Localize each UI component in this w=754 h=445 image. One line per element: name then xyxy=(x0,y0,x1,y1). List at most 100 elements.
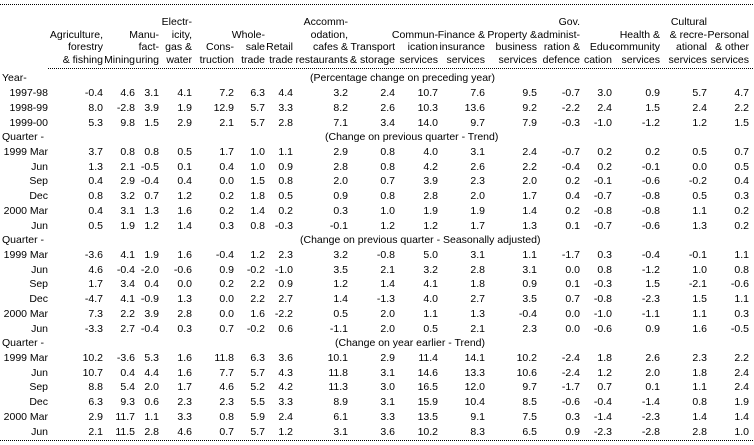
cell-construction: 0.0 xyxy=(219,293,234,306)
cell-accommodation-cafes-restaurants: 1.2 xyxy=(333,278,348,291)
cell-health-community-services: 1.5 xyxy=(645,101,660,114)
cell-construction: 0.8 xyxy=(219,410,234,423)
col-header-line: Gov. xyxy=(558,15,580,28)
cell-construction: 0.9 xyxy=(219,263,234,276)
cell-finance-insurance-services: 3.1 xyxy=(470,248,485,261)
cell-accommodation-cafes-restaurants: -0.1 xyxy=(329,219,348,232)
cell-health-community-services: -1.1 xyxy=(641,307,660,320)
col-header-line: Retail xyxy=(266,41,293,54)
col-header-line: administ- xyxy=(537,28,580,41)
col-header-line: services xyxy=(621,54,660,67)
cell-property-business-services: 1.1 xyxy=(522,248,537,261)
cell-personal-other-services: 1.0 xyxy=(734,425,749,438)
table-row: 1999 Mar 10.2 -3.6 5.3 1.6 11.8 6.3 3.6 10.1 2.9 1… xyxy=(0,351,754,366)
cell-communication-services: 4.2 xyxy=(423,160,438,173)
cell-transport-storage: 3.3 xyxy=(380,410,395,423)
cell-accommodation-cafes-restaurants: 10.1 xyxy=(327,352,348,365)
cell-property-business-services: 2.0 xyxy=(522,175,537,188)
row-label: Dec xyxy=(29,293,48,306)
cell-property-business-services: 3.5 xyxy=(522,293,537,306)
cell-personal-other-services: 2.4 xyxy=(734,381,749,394)
section-note: (Percentage change on preceding year) xyxy=(310,72,496,84)
cell-retail-trade: 2.8 xyxy=(278,116,293,129)
cell-finance-insurance-services: 1.7 xyxy=(470,219,485,232)
cell-transport-storage: 2.1 xyxy=(380,263,395,276)
cell-gov-administration-defence: 0.3 xyxy=(565,410,580,423)
cell-construction: 2.1 xyxy=(219,116,234,129)
cell-health-community-services: 0.9 xyxy=(645,87,660,100)
cell-retail-trade: 0.5 xyxy=(278,190,293,203)
cell-wholesale-trade: 1.2 xyxy=(250,248,265,261)
cell-transport-storage: 3.6 xyxy=(380,425,395,438)
cell-retail-trade: 2.3 xyxy=(278,248,293,261)
cell-transport-storage: 1.2 xyxy=(380,219,395,232)
section-note: (Change on year earlier - Trend) xyxy=(335,336,485,349)
col-header-line: Edu- xyxy=(589,41,612,54)
column-header-row: Agriculture, forestry & fishing Mining Manu-… xyxy=(0,9,749,67)
cell-electricity-gas-water: 3.3 xyxy=(177,410,192,423)
cell-agriculture-forestry-fishing: 0.4 xyxy=(88,204,103,217)
cell-health-community-services: 0.9 xyxy=(645,322,660,335)
table-row: 2000 Mar 2.9 11.7 1.1 3.3 0.8 5.9 2.4 6.1 3.3 13.5… xyxy=(0,410,754,425)
row-label: Jun xyxy=(31,425,48,438)
cell-wholesale-trade: -0.2 xyxy=(246,322,265,335)
col-header-line: services xyxy=(446,54,485,67)
cell-manufacturing: 3.9 xyxy=(144,101,159,114)
cell-wholesale-trade: 1.5 xyxy=(250,175,265,188)
cell-manufacturing: 1.5 xyxy=(144,116,159,129)
cell-education: -1.0 xyxy=(593,307,612,320)
cell-personal-other-services: 2.4 xyxy=(734,366,749,379)
cell-property-business-services: 2.3 xyxy=(522,322,537,335)
cell-communication-services: 4.1 xyxy=(423,278,438,291)
cell-retail-trade: 1.1 xyxy=(278,145,293,158)
cell-education: -0.1 xyxy=(593,175,612,188)
section-header-row: Quarter - (Change on previous quarter - T… xyxy=(0,130,754,145)
col-header-line: Transport xyxy=(350,41,395,54)
row-label: Jun xyxy=(31,322,48,335)
cell-communication-services: 1.9 xyxy=(423,204,438,217)
cell-transport-storage: 2.4 xyxy=(380,87,395,100)
cell-cultural-recreational-services: -2.1 xyxy=(688,278,707,291)
cell-electricity-gas-water: 1.6 xyxy=(177,352,192,365)
cell-education: -0.4 xyxy=(593,396,612,409)
cell-accommodation-cafes-restaurants: 11.8 xyxy=(328,366,348,379)
cell-health-community-services: 0.2 xyxy=(645,145,660,158)
cell-property-business-services: 9.2 xyxy=(522,101,537,114)
cell-health-community-services: -0.1 xyxy=(641,160,660,173)
table-row: Jun 1.3 2.1 -0.5 0.1 0.4 1.0 0.9 2.8 0.8 4.2 2.6 2.2… xyxy=(0,159,754,174)
cell-property-business-services: 3.1 xyxy=(522,263,537,276)
cell-personal-other-services: 0.2 xyxy=(734,219,749,232)
cell-finance-insurance-services: 10.4 xyxy=(464,396,485,409)
col-header-line: Cons- xyxy=(205,41,234,54)
cell-transport-storage: 1.4 xyxy=(380,278,395,291)
cell-manufacturing: 2.0 xyxy=(144,381,159,394)
col-header-line: Finance & xyxy=(437,28,485,41)
cell-electricity-gas-water: 0.4 xyxy=(177,175,192,188)
col-header-line: restaurants xyxy=(295,54,348,67)
col-header-gov-administration-defence: Gov. administ-ration & defence xyxy=(537,9,580,67)
cell-finance-insurance-services: 2.0 xyxy=(470,190,485,203)
table-row: 1998-99 8.0 -2.8 3.9 1.9 12.9 5.7 3.3 8.2 2.6 10.3… xyxy=(0,100,754,115)
cell-construction: 12.9 xyxy=(213,101,234,114)
cell-construction: 0.4 xyxy=(219,160,234,173)
cell-transport-storage: 0.8 xyxy=(380,145,395,158)
cell-personal-other-services: 4.7 xyxy=(734,87,749,100)
cell-retail-trade: 4.4 xyxy=(278,87,293,100)
col-header-line: trade xyxy=(241,54,265,67)
cell-construction: 0.0 xyxy=(219,175,234,188)
col-header-line: Electr- xyxy=(161,15,192,28)
cell-mining: 3.1 xyxy=(120,204,135,217)
cell-agriculture-forestry-fishing: -3.3 xyxy=(84,322,103,335)
cell-cultural-recreational-services: 1.1 xyxy=(692,204,707,217)
cell-education: -0.8 xyxy=(593,293,612,306)
table-row: 1997-98 -0.4 4.6 3.1 4.1 7.2 6.3 4.4 3.2 2.4 10.7 7… xyxy=(0,86,754,101)
table-row: Sep 0.4 2.9 -0.4 0.4 0.0 1.5 0.8 2.0 0.7 3.9 2.3 2.0… xyxy=(0,174,754,189)
section-note: (Change on previous quarter - Seasonally… xyxy=(300,233,541,246)
cell-wholesale-trade: 5.2 xyxy=(250,381,265,394)
table-row: Jun 0.5 1.9 1.2 1.4 0.3 0.8 -0.3 -0.1 1.2 1.2 1.7 1.… xyxy=(0,218,754,233)
col-header-line: icity, xyxy=(171,28,192,41)
col-header-retail-trade: Retail trade xyxy=(265,9,293,67)
cell-transport-storage: 0.8 xyxy=(380,190,395,203)
row-label: Dec xyxy=(29,190,48,203)
cell-agriculture-forestry-fishing: 10.2 xyxy=(82,352,103,365)
